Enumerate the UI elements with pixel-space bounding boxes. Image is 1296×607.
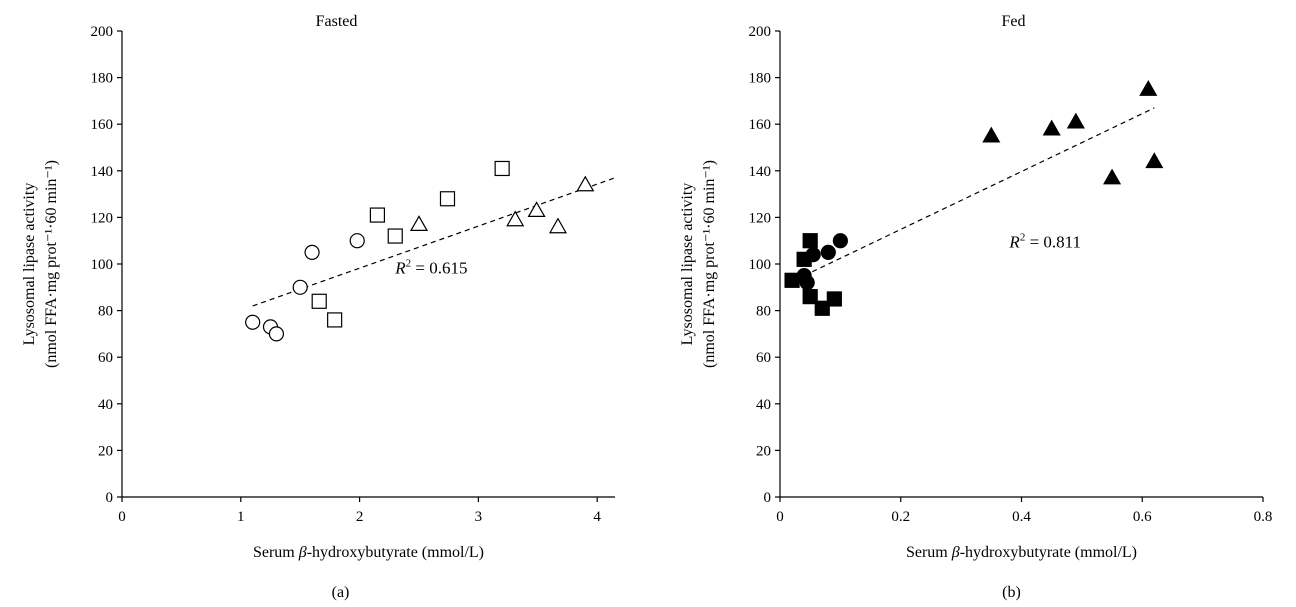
chart-title: Fed <box>1002 13 1026 30</box>
data-point <box>506 210 525 227</box>
data-point <box>327 312 343 328</box>
y-tick-label: 60 <box>98 350 113 366</box>
y-tick-label: 40 <box>756 397 771 413</box>
data-point <box>439 191 456 207</box>
y-tick-label: 80 <box>756 304 771 320</box>
data-point <box>494 160 510 177</box>
y-tick-label: 120 <box>91 210 114 226</box>
data-point <box>548 217 568 234</box>
data-point <box>527 201 546 218</box>
y-tick-label: 140 <box>749 164 772 180</box>
y-tick-label: 20 <box>756 443 771 459</box>
y-tick-label: 40 <box>98 397 113 413</box>
y-tick-label: 200 <box>749 24 772 40</box>
y-tick-label: 0 <box>106 490 114 506</box>
data-point <box>409 215 429 231</box>
data-point <box>349 233 365 249</box>
series-1 <box>245 233 365 342</box>
trendline <box>252 177 616 307</box>
y-tick-label: 80 <box>98 304 113 320</box>
x-axis-label: Serum β-hydroxybutyrate (mmol/L) <box>253 544 484 561</box>
data-point <box>1139 80 1158 96</box>
data-point <box>1145 152 1164 169</box>
data-point <box>245 314 261 330</box>
x-tick-label: 0.8 <box>1254 509 1273 525</box>
y-axis-label: Lysosomal lipase activity (nmol FFA·mg pr… <box>21 160 60 368</box>
data-point <box>1066 112 1085 129</box>
y-tick-label: 180 <box>91 71 114 87</box>
y-tick-label: 20 <box>98 443 113 459</box>
y-tick-label: 140 <box>91 164 114 180</box>
panel-label: (a) <box>332 584 350 601</box>
x-tick-label: 0.4 <box>1012 509 1031 525</box>
y-axis-label: Lysosomal lipase activity (nmol FFA·mg pr… <box>679 160 718 368</box>
series-2 <box>311 160 510 328</box>
series-2 <box>784 233 842 316</box>
x-tick-label: 0.6 <box>1133 509 1152 525</box>
y-tick-label: 180 <box>749 71 772 87</box>
y-tick-label: 160 <box>749 117 772 133</box>
data-point <box>311 293 327 309</box>
x-tick-label: 4 <box>593 509 601 525</box>
data-point <box>796 251 812 267</box>
data-point <box>1042 119 1061 136</box>
y-tick-label: 100 <box>749 257 772 273</box>
data-point <box>802 233 818 249</box>
x-tick-label: 3 <box>475 509 483 525</box>
data-point <box>369 207 386 223</box>
data-point <box>982 126 1001 143</box>
data-point <box>387 228 403 244</box>
chart-title: Fasted <box>316 13 358 30</box>
data-point <box>292 279 308 295</box>
data-point <box>820 244 836 260</box>
data-point <box>268 326 285 342</box>
trendline <box>803 107 1155 277</box>
chart-panel-2: 0 20 40 60 80 100 120 140 160 180 200 0 0.2 0.4 0.6 0.8… <box>679 13 1272 601</box>
data-point <box>814 300 830 316</box>
data-point <box>826 291 842 307</box>
x-tick-label: 0 <box>776 509 784 525</box>
x-axis-label: Serum β-hydroxybutyrate (mmol/L) <box>906 544 1137 561</box>
x-tick-label: 0.2 <box>891 509 910 525</box>
data-point <box>802 289 818 305</box>
r-squared-label: R2 = 0.811 <box>1008 232 1081 252</box>
x-tick-label: 1 <box>237 509 245 525</box>
x-tick-label: 2 <box>356 509 364 525</box>
series-3 <box>409 175 595 234</box>
y-tick-label: 120 <box>749 210 772 226</box>
x-tick-label: 0 <box>118 509 126 525</box>
y-tick-label: 100 <box>91 257 114 273</box>
y-tick-label: 0 <box>764 490 772 506</box>
data-point <box>1103 168 1122 185</box>
y-tick-label: 200 <box>91 24 114 40</box>
data-point <box>832 233 848 249</box>
chart-panel-1: 0 20 40 60 80 100 120 140 160 180 200 0 1 2 3 4 Fasted Se… <box>21 13 616 601</box>
y-tick-label: 60 <box>756 350 771 366</box>
r-squared-label: R2 = 0.615 <box>394 257 467 277</box>
data-point <box>784 272 800 288</box>
data-point <box>304 244 320 260</box>
panel-label: (b) <box>1002 584 1021 601</box>
y-tick-label: 160 <box>91 117 114 133</box>
data-point <box>576 175 595 192</box>
series-3 <box>982 80 1164 185</box>
data-point <box>799 275 815 291</box>
